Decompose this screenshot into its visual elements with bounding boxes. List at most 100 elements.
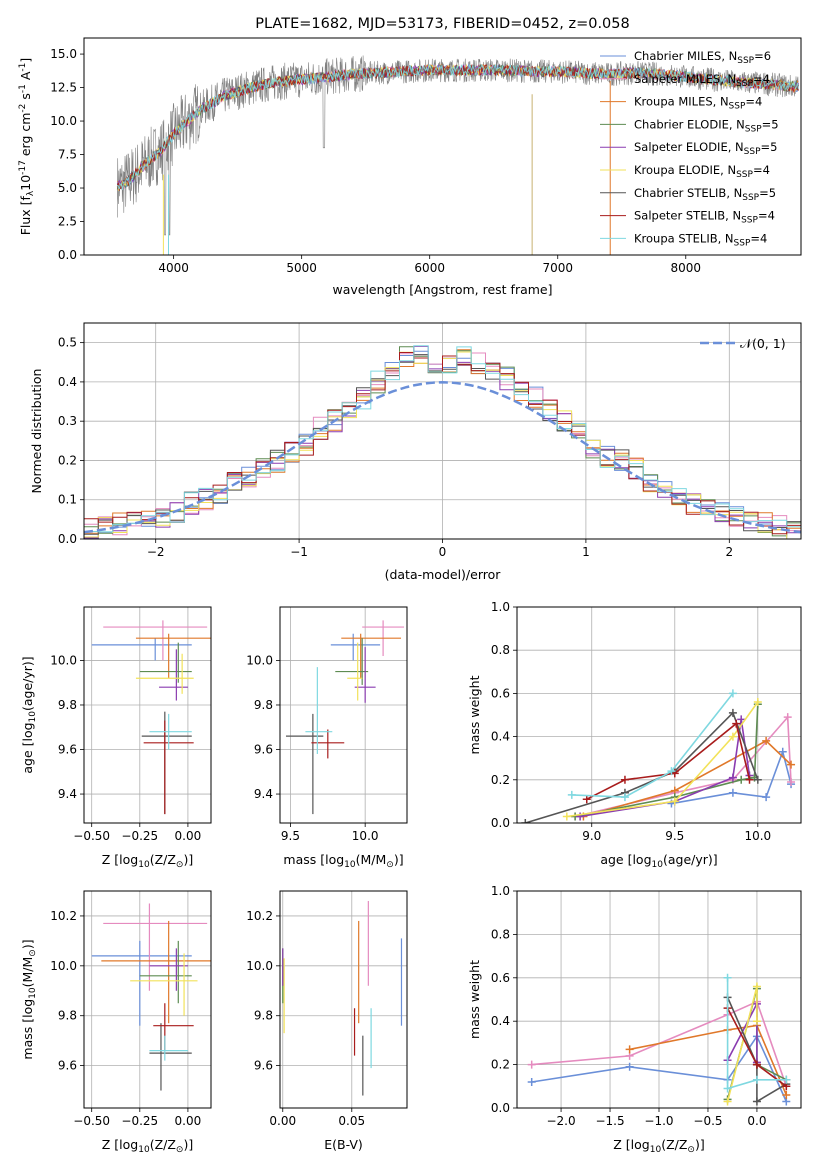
y-axis-label-part: -17 <box>18 160 28 175</box>
mass-vs-ebv-points <box>282 900 403 1096</box>
x-axis-label-part: 10 <box>138 1145 150 1155</box>
mass-vs-ebv-frame <box>279 890 408 1109</box>
x-tick-label: −1.0 <box>644 1114 673 1128</box>
mass-weight-marker <box>527 1060 536 1069</box>
mass-weight-line <box>586 722 751 800</box>
massweight-vs-Z-series <box>527 973 791 1106</box>
x-axis-label: Z [log10(Z/Z⊙)] <box>102 852 193 870</box>
x-tick-label: 7000 <box>542 261 573 275</box>
x-tick-label: 1 <box>582 545 590 559</box>
x-axis-label-part: 10 <box>138 860 150 870</box>
x-tick-label: 8000 <box>670 261 701 275</box>
mass-vs-Z-axes: −0.50 −0.25 0.00 9.6 9.8 10.0 10.2 <box>50 891 211 1128</box>
mass-weight-marker <box>723 1097 732 1106</box>
x-tick-label: 4000 <box>158 261 189 275</box>
y-tick-label: 1.0 <box>491 600 510 614</box>
y-tick-label: 7.5 <box>58 148 77 162</box>
mass-weight-marker <box>620 793 629 802</box>
mass-vs-Z-points <box>91 903 211 1091</box>
y-tick-label: 2.5 <box>58 215 77 229</box>
y-tick-label: 9.6 <box>254 743 273 757</box>
y-axis-label-part: -1 <box>18 63 28 72</box>
age-vs-mass-points <box>285 620 405 815</box>
mass-weight-marker <box>521 819 530 823</box>
x-axis-label-part: 10 <box>344 860 356 870</box>
y-axis-label: age [log10(age/yr)] <box>20 656 38 773</box>
x-tick-label: 0.05 <box>338 1114 365 1128</box>
mass-vs-ebv-axes: 0.00 0.05 9.6 9.8 10.0 10.2 <box>246 891 407 1128</box>
legend-entry-part: SSP <box>736 170 753 180</box>
y-tick-label: 0.8 <box>491 643 510 657</box>
x-axis-label: E(B-V) <box>324 1137 363 1152</box>
x-tick-label: −0.50 <box>73 829 110 843</box>
spectrum-axes: 4000 5000 6000 7000 8000 0.0 2.5 5.0 7.5 10.0 12.5… <box>50 47 701 275</box>
x-axis-label-part: (Z/Z <box>661 1137 687 1152</box>
x-axis-label-part: )] <box>394 852 404 867</box>
y-axis-label-part: 10 <box>28 711 38 723</box>
age-vs-Z-frame <box>83 606 212 824</box>
y-axis-label-part: )] <box>20 939 35 949</box>
legend-entry-part: =5 <box>762 117 779 131</box>
mass-weight-marker <box>782 1090 791 1099</box>
y-tick-label: 9.4 <box>254 787 273 801</box>
legend-entry-part: Salpeter STELIB, N <box>634 209 741 223</box>
legend-entry-part: =4 <box>753 163 770 177</box>
x-axis-label-part: (age/yr)] <box>663 852 718 867</box>
legend-entry: 𝒩(0, 1) <box>740 336 786 351</box>
mass-weight-marker <box>737 775 746 784</box>
y-axis-label-part: 10 <box>18 175 33 191</box>
y-tick-label: 0.4 <box>491 1014 510 1028</box>
age-vs-mass-axes: 9.5 10.0 9.4 9.6 9.8 10.0 <box>246 607 407 843</box>
x-axis-label: mass [log10(M/M⊙)] <box>283 852 403 870</box>
age-vs-Z-axes: −0.50 −0.25 0.00 9.4 9.6 9.8 10.0 <box>50 607 211 843</box>
y-tick-label: 0.6 <box>491 686 510 700</box>
x-tick-label: 0.00 <box>175 829 202 843</box>
y-tick-label: 0.4 <box>491 730 510 744</box>
y-axis-label-part: (age/yr)] <box>20 656 35 711</box>
mass-weight-marker <box>783 713 792 722</box>
age-vs-Z-points <box>91 620 211 815</box>
y-axis-label: Flux [fλ10-17 erg cm-2 s-1 A-1] <box>18 58 36 236</box>
y-tick-label: 0.2 <box>491 773 510 787</box>
x-axis-label-part: 10 <box>650 1145 662 1155</box>
y-tick-label: 0.3 <box>58 414 77 428</box>
legend-entry-part: Chabrier ELODIE, N <box>634 117 745 131</box>
x-axis-label-part: 10 <box>652 860 664 870</box>
legend-entry-part: SSP <box>734 238 751 248</box>
mass-weight-marker <box>782 1075 791 1084</box>
legend-entry-part: Kroupa ELODIE, N <box>634 163 736 177</box>
x-tick-label: −0.25 <box>121 829 158 843</box>
residual-histogram <box>84 345 801 533</box>
legend-entry-part: Salpeter ELODIE, N <box>634 140 744 154</box>
x-tick-label: −2 <box>147 545 165 559</box>
y-tick-label: 10.2 <box>50 909 77 923</box>
x-axis-label-part: ⊙ <box>386 860 394 870</box>
x-axis-label: (data-model)/error <box>385 567 502 582</box>
x-axis-label: age [log10(age/yr)] <box>600 852 717 870</box>
y-tick-label: 0.4 <box>58 375 77 389</box>
spectrum-lines <box>116 55 799 255</box>
massweight-vs-age-frame <box>516 606 802 824</box>
x-axis-label: wavelength [Angstrom, rest frame] <box>332 282 552 297</box>
y-tick-label: 10.0 <box>246 959 273 973</box>
mass-weight-marker <box>723 973 732 982</box>
x-tick-label: −2.0 <box>546 1114 575 1128</box>
legend-entry: Kroupa STELIB, NSSP=4 <box>634 231 767 248</box>
y-tick-label: 0.6 <box>491 971 510 985</box>
mass-weight-marker <box>753 775 762 784</box>
mass-weight-marker <box>752 982 761 991</box>
mass-weight-marker <box>752 1075 761 1084</box>
legend-entry-part: Salpeter MILES, N <box>634 72 736 86</box>
legend-entry-part: SSP <box>729 102 746 112</box>
spectrum-frame <box>83 37 802 256</box>
mass-weight-marker <box>732 719 741 728</box>
x-axis-label-part: ⊙ <box>176 1145 184 1155</box>
residuals-frame <box>83 322 802 540</box>
mass-weight-line <box>583 739 792 818</box>
x-tick-label: 0.00 <box>175 1114 202 1128</box>
x-axis-label-part: )] <box>695 1137 705 1152</box>
legend-entry-part: =4 <box>753 72 770 86</box>
mass-weight-marker <box>527 1077 536 1086</box>
y-axis-label-part: -2 <box>18 104 28 113</box>
